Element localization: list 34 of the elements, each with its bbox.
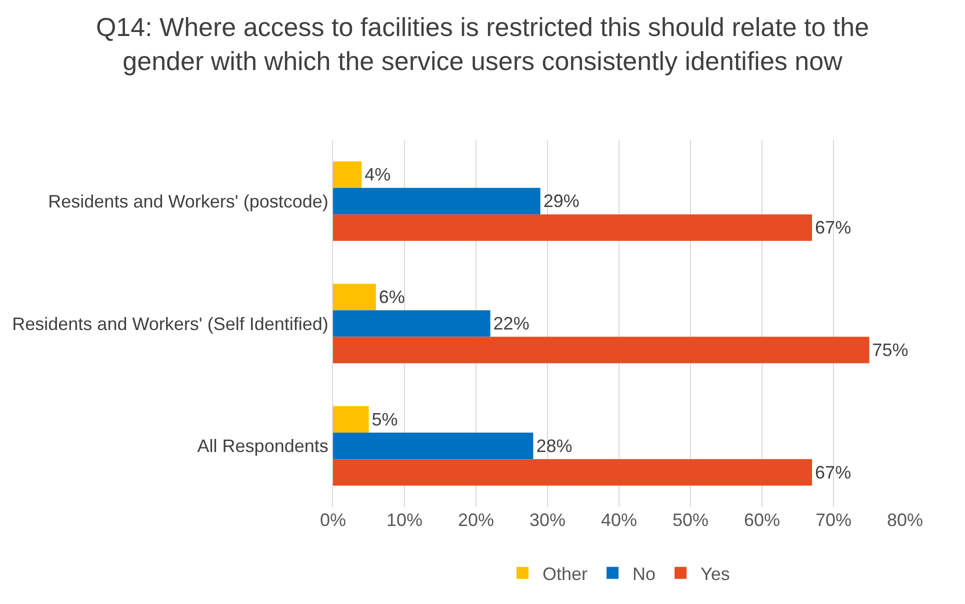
bar [333, 432, 534, 460]
bar [333, 161, 362, 188]
x-tick-label: 0% [320, 510, 346, 530]
x-tick-label: 40% [600, 510, 638, 530]
data-label: 29% [543, 191, 580, 212]
bar [333, 310, 490, 337]
x-tick-label: 70% [815, 510, 852, 530]
bar [333, 214, 812, 241]
data-label: 75% [872, 340, 908, 360]
x-tick-label: 30% [529, 510, 566, 530]
data-label: 22% [493, 314, 530, 334]
data-label: 67% [815, 462, 852, 482]
data-label: 28% [536, 436, 572, 456]
bar [333, 336, 870, 364]
data-label: 6% [378, 286, 405, 307]
x-tick-label: 80% [886, 510, 924, 530]
data-label: 5% [372, 409, 398, 430]
bar [333, 459, 812, 486]
y-tick-label: Residents and Workers' (Self Identified) [12, 314, 328, 334]
x-tick-label: 20% [458, 510, 494, 530]
legend-label: No [632, 564, 656, 584]
x-tick-label: 60% [744, 510, 780, 530]
legend-label: Other [542, 564, 588, 584]
bar [333, 406, 369, 433]
x-tick-label: 10% [386, 510, 423, 530]
data-label: 67% [815, 218, 852, 238]
y-tick-label: All Respondents [197, 436, 328, 456]
legend-label: Yes [700, 564, 730, 584]
bar [333, 284, 376, 310]
y-tick-label: Residents and Workers' (postcode) [48, 191, 328, 212]
data-label: 4% [364, 164, 391, 185]
chart-title: Q14: Where access to facilities is restricted this should relate to the gender with which the service users consistently identifies now [96, 12, 870, 76]
bar [333, 188, 540, 214]
x-tick-label: 50% [672, 510, 709, 530]
